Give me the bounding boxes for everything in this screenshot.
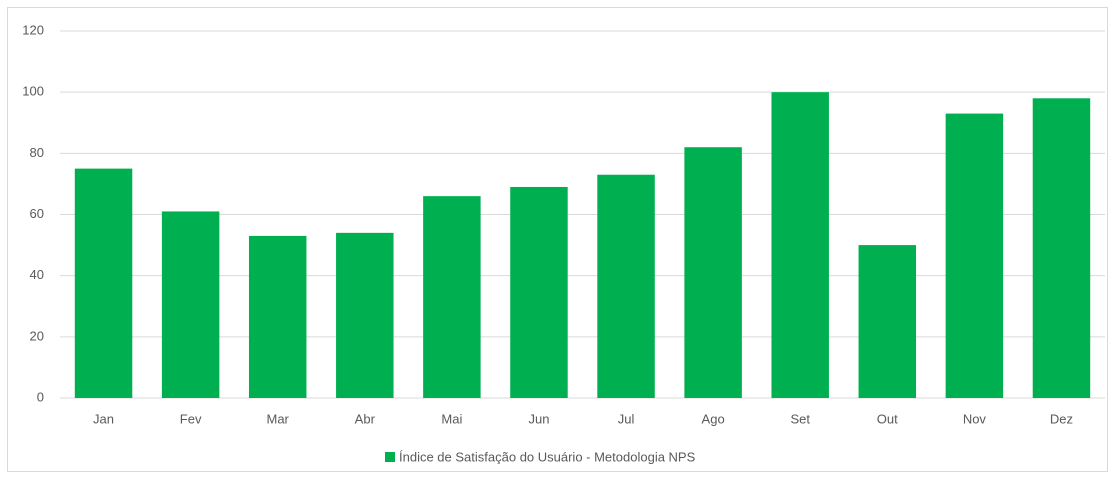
bar [858, 245, 917, 398]
y-tick-label: 80 [30, 145, 44, 160]
bar [684, 147, 742, 398]
x-tick-label: Jan [93, 411, 114, 426]
y-tick-label: 0 [37, 389, 44, 404]
x-tick-label: Jul [618, 411, 635, 426]
bar [1032, 98, 1091, 399]
bar [945, 113, 1004, 398]
bar [510, 186, 568, 398]
y-tick-label: 20 [30, 328, 44, 343]
x-tick-label: Ago [702, 411, 725, 426]
legend-label: Índice de Satisfação do Usuário - Metodo… [399, 449, 696, 464]
x-tick-label: Nov [963, 411, 987, 426]
x-tick-label: Dez [1050, 411, 1073, 426]
bar [161, 211, 220, 398]
bar [74, 168, 133, 398]
bar [248, 235, 307, 398]
x-tick-label: Fev [180, 411, 202, 426]
x-tick-label: Mar [267, 411, 290, 426]
x-tick-label: Out [877, 411, 898, 426]
x-tick-label: Mai [441, 411, 462, 426]
x-tick-label: Abr [355, 411, 376, 426]
legend-swatch [385, 452, 395, 462]
bar [423, 196, 481, 398]
x-tick-label: Jun [528, 411, 549, 426]
bar [336, 232, 394, 398]
y-tick-label: 120 [22, 22, 44, 37]
y-tick-label: 100 [22, 84, 44, 99]
y-tick-label: 60 [30, 206, 44, 221]
bar [597, 174, 655, 398]
y-tick-label: 40 [30, 267, 44, 282]
x-tick-label: Set [790, 411, 810, 426]
bar [771, 92, 829, 399]
